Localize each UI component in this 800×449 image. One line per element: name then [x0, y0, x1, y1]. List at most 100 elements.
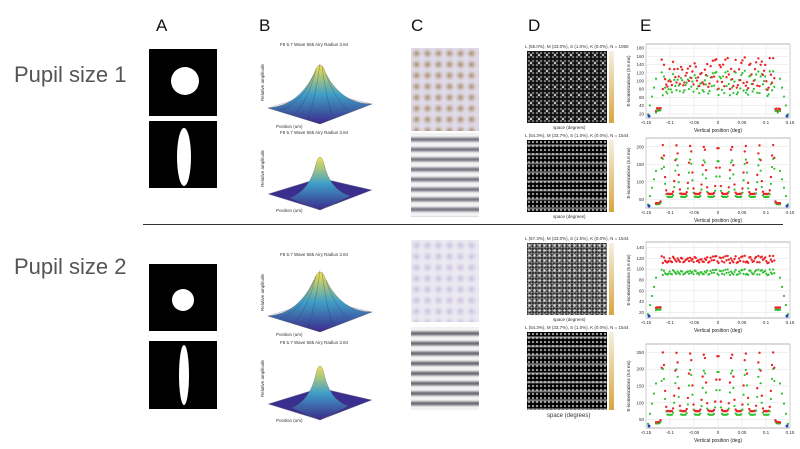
- red-point: [756, 387, 759, 390]
- red-point: [765, 80, 768, 83]
- green-point: [778, 308, 782, 311]
- green-point: [734, 71, 737, 74]
- red-point: [768, 254, 771, 258]
- green-point: [714, 406, 717, 409]
- y-tick-label: 180: [636, 46, 644, 51]
- green-point: [743, 373, 746, 377]
- x-tick-label: 0.15: [786, 430, 795, 435]
- red-point: [732, 84, 735, 88]
- red-point: [718, 378, 721, 381]
- green-point: [675, 368, 678, 371]
- red-point: [743, 150, 746, 153]
- green-point: [685, 412, 688, 415]
- green-point: [700, 188, 703, 191]
- red-point: [669, 80, 672, 83]
- red-point: [749, 256, 752, 259]
- red-point: [759, 63, 762, 66]
- green-point: [654, 276, 658, 279]
- green-point: [703, 79, 707, 82]
- y-tick-label: 100: [636, 400, 644, 405]
- red-point: [670, 409, 674, 413]
- green-point: [726, 70, 729, 73]
- green-point: [750, 271, 753, 274]
- green-point: [671, 73, 675, 76]
- red-point: [773, 259, 776, 262]
- green-point: [691, 270, 694, 274]
- green-point: [661, 94, 664, 97]
- red-point: [692, 260, 695, 264]
- green-point: [690, 85, 693, 88]
- red-point: [726, 409, 729, 412]
- red-point: [712, 191, 716, 195]
- green-point: [753, 413, 757, 416]
- green-point: [660, 167, 663, 170]
- red-point: [687, 161, 691, 164]
- red-point: [701, 375, 704, 378]
- mosaic-r0-top: L (55.0%), M (33.0%), S (1.0%), K (0.0%)…: [517, 44, 629, 132]
- red-point: [736, 260, 740, 264]
- red-point: [700, 258, 703, 261]
- green-point: [719, 406, 722, 409]
- y-tick-label: 40: [639, 299, 645, 304]
- red-point: [713, 400, 717, 403]
- red-point: [727, 73, 731, 76]
- green-point: [766, 94, 769, 98]
- green-point: [686, 187, 689, 190]
- red-point: [675, 81, 678, 84]
- psf-title: F8 5.7 Wave 555 Airy Radius 3.84: [280, 42, 349, 47]
- red-point: [685, 191, 688, 194]
- red-point: [686, 396, 690, 400]
- y-axis-label: E-isomerizations (5.6 ms): [626, 147, 631, 199]
- red-point: [768, 189, 771, 192]
- green-point: [729, 161, 733, 164]
- red-point: [769, 73, 773, 76]
- y-tick-label: 140: [636, 62, 644, 67]
- y-tick-label: 200: [636, 144, 644, 149]
- green-point: [690, 162, 693, 165]
- blue-marker: [647, 424, 651, 428]
- green-point: [745, 384, 749, 387]
- red-point: [690, 76, 693, 80]
- green-point: [701, 386, 704, 389]
- red-point: [741, 403, 744, 406]
- green-point: [780, 86, 784, 89]
- psf-xlabel: Position (um): [276, 332, 303, 337]
- red-point: [710, 75, 713, 79]
- pupil-mask-r0-ellipse: [149, 121, 217, 188]
- red-point: [677, 387, 680, 390]
- red-point: [702, 145, 705, 149]
- red-point: [679, 65, 683, 69]
- x-tick-label: 0.05: [738, 210, 747, 215]
- red-point: [760, 394, 763, 397]
- red-point: [677, 173, 680, 177]
- green-point: [661, 367, 664, 371]
- red-point: [665, 189, 668, 192]
- red-point: [750, 73, 753, 76]
- green-point: [689, 158, 692, 161]
- red-point: [676, 361, 679, 364]
- green-point: [659, 109, 662, 112]
- green-point: [773, 272, 776, 275]
- red-point: [745, 372, 749, 375]
- green-point: [703, 161, 707, 164]
- red-point: [770, 260, 774, 263]
- green-point: [665, 90, 668, 93]
- x-tick-label: 0: [717, 320, 720, 325]
- red-point: [702, 353, 705, 356]
- red-point: [710, 259, 713, 262]
- mosaic-xlabel: space (degrees): [553, 317, 586, 322]
- green-point: [784, 412, 788, 415]
- green-point: [786, 422, 790, 425]
- red-point: [696, 76, 700, 79]
- red-point: [711, 59, 715, 62]
- green-point: [667, 272, 670, 275]
- green-point: [756, 91, 759, 94]
- red-point: [724, 58, 727, 61]
- green-point: [708, 89, 711, 93]
- green-point: [744, 91, 747, 94]
- red-point: [754, 255, 758, 259]
- red-point: [769, 175, 773, 179]
- red-point: [778, 202, 782, 205]
- blue-marker: [785, 424, 789, 428]
- plot-svg: 200 150 100 50 -0.15 -0.1 -0.05 0 0.05 0.1 0.15 Ver…: [626, 137, 795, 224]
